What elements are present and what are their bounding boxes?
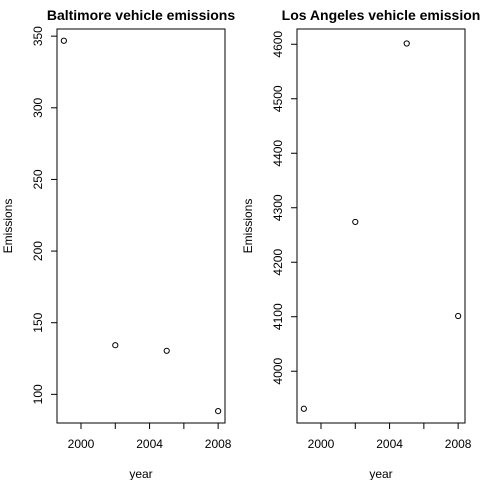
x-tick-label: 2000 [68,437,95,451]
y-tick-label: 250 [31,169,45,189]
data-point [403,40,410,47]
y-axis-label: Emissions [1,199,15,254]
y-tick-label: 4500 [271,85,285,112]
y-tick-label: 200 [31,241,45,261]
data-point [163,347,170,354]
y-tick-label: 100 [31,384,45,404]
x-axis-label: year [369,467,392,480]
axes: 100 150 200 250 300 350 2000 2004 2008 [31,26,232,451]
x-axis-label: year [129,467,152,480]
data-point [455,312,462,320]
y-tick-label: 150 [31,312,45,332]
y-tick-label: 4300 [271,194,285,221]
data-points [60,37,222,415]
x-tick-label: 2000 [308,437,335,451]
y-tick-label: 350 [31,26,45,46]
plot-frame [56,28,226,424]
y-tick-label: 4200 [271,249,285,276]
x-tick-label: 2008 [205,437,232,451]
data-point [215,408,222,415]
x-tick-label: 2008 [445,437,472,451]
los-angeles-panel: Los Angeles vehicle emission year Emissi… [241,7,480,480]
chart-title: Baltimore vehicle emissions [47,7,236,23]
axes: 4000 4100 4200 4300 4400 4500 4600 2000 2004 2008 [271,31,472,451]
y-tick-label: 300 [31,97,45,117]
plot-frame [296,28,466,424]
chart-title: Los Angeles vehicle emission [282,7,480,23]
x-tick-label: 2004 [136,437,163,451]
y-tick-label: 4400 [271,140,285,167]
y-tick-label: 4000 [271,358,285,385]
y-tick-label: 4100 [271,303,285,330]
data-point [112,342,119,349]
baltimore-panel: Baltimore vehicle emissions year Emissio… [1,7,235,480]
data-points [300,40,462,412]
data-point [60,37,67,44]
x-tick-label: 2004 [376,437,403,451]
data-point [352,218,359,226]
data-point [300,405,307,412]
y-axis-label: Emissions [241,199,255,254]
y-tick-label: 4600 [271,31,285,58]
